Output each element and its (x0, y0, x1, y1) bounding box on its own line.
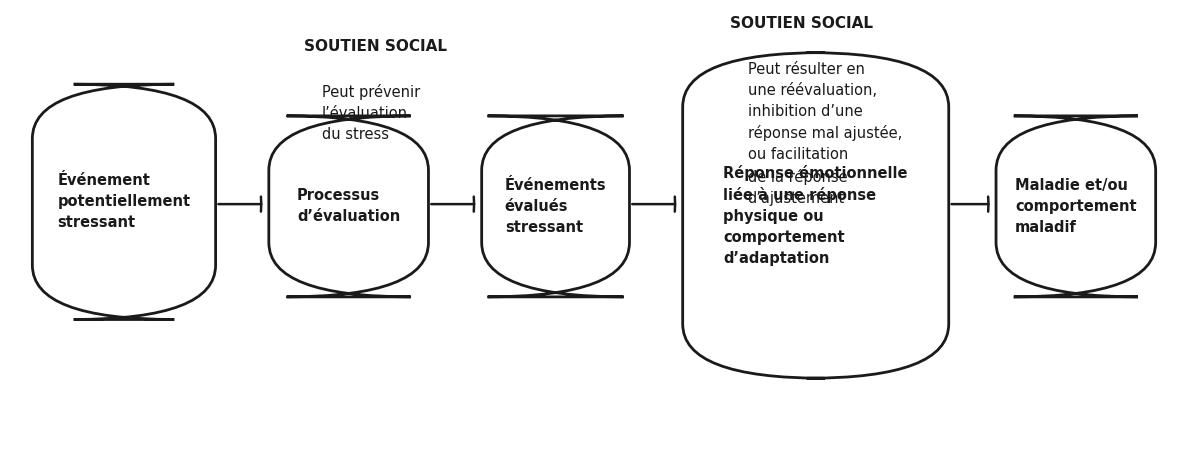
FancyBboxPatch shape (481, 116, 630, 297)
FancyBboxPatch shape (683, 53, 949, 378)
Text: Événement
potentiellement
stressant: Événement potentiellement stressant (57, 174, 190, 230)
Text: SOUTIEN SOCIAL: SOUTIEN SOCIAL (304, 39, 448, 54)
FancyBboxPatch shape (996, 116, 1156, 297)
Text: SOUTIEN SOCIAL: SOUTIEN SOCIAL (729, 16, 873, 31)
Text: Événements
évalués
stressant: Événements évalués stressant (505, 178, 606, 235)
Text: Peut prévenir
l’évaluation
du stress: Peut prévenir l’évaluation du stress (322, 84, 421, 142)
FancyBboxPatch shape (268, 116, 429, 297)
Text: Maladie et/ou
comportement
maladif: Maladie et/ou comportement maladif (1015, 178, 1137, 235)
Text: Peut résulter en
une réévaluation,
inhibition d’une
réponse mal ajustée,
ou faci: Peut résulter en une réévaluation, inhib… (747, 61, 902, 206)
FancyBboxPatch shape (32, 84, 215, 320)
Text: Processus
d’évaluation: Processus d’évaluation (297, 188, 400, 224)
Text: Réponse émotionnelle
liée à une réponse
physique ou
comportement
d’adaptation: Réponse émotionnelle liée à une réponse … (723, 165, 908, 266)
